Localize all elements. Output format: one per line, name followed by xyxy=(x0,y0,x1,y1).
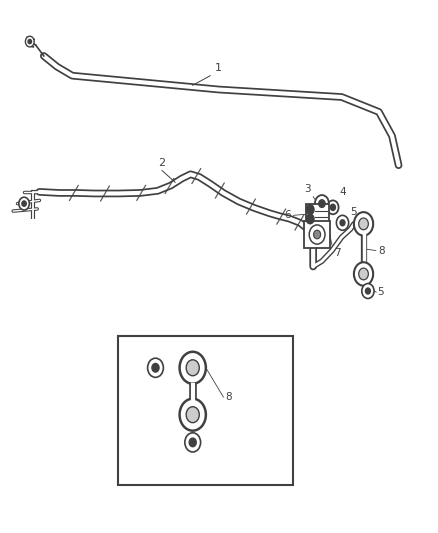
Circle shape xyxy=(330,204,336,211)
Circle shape xyxy=(359,268,368,280)
Circle shape xyxy=(336,215,349,230)
Circle shape xyxy=(319,200,325,207)
Circle shape xyxy=(148,358,163,377)
Circle shape xyxy=(25,36,34,47)
Circle shape xyxy=(22,201,26,206)
Text: 6: 6 xyxy=(285,211,291,220)
Circle shape xyxy=(314,230,321,239)
Circle shape xyxy=(28,39,32,44)
Circle shape xyxy=(185,433,201,452)
Circle shape xyxy=(189,438,196,447)
Text: 5: 5 xyxy=(378,287,384,297)
Circle shape xyxy=(315,195,329,212)
Circle shape xyxy=(354,262,373,286)
Circle shape xyxy=(306,214,314,224)
Circle shape xyxy=(359,218,368,230)
Text: 1: 1 xyxy=(215,63,222,73)
Circle shape xyxy=(186,407,199,423)
Circle shape xyxy=(180,352,206,384)
Text: 8: 8 xyxy=(226,392,232,402)
Circle shape xyxy=(180,399,206,431)
Circle shape xyxy=(152,364,159,372)
Bar xyxy=(306,204,328,225)
Text: 4: 4 xyxy=(339,187,346,197)
Text: 3: 3 xyxy=(304,184,311,194)
Bar xyxy=(304,221,330,248)
Circle shape xyxy=(354,212,373,236)
Text: 5: 5 xyxy=(350,207,357,217)
Text: 7: 7 xyxy=(334,248,341,258)
Circle shape xyxy=(19,197,29,210)
Circle shape xyxy=(309,225,325,244)
Circle shape xyxy=(186,360,199,376)
Circle shape xyxy=(327,200,339,214)
Circle shape xyxy=(362,284,374,298)
Text: 8: 8 xyxy=(378,246,385,255)
Circle shape xyxy=(340,220,345,226)
Bar xyxy=(118,336,293,485)
Text: 2: 2 xyxy=(159,158,166,168)
Circle shape xyxy=(306,205,314,214)
Circle shape xyxy=(365,288,371,294)
